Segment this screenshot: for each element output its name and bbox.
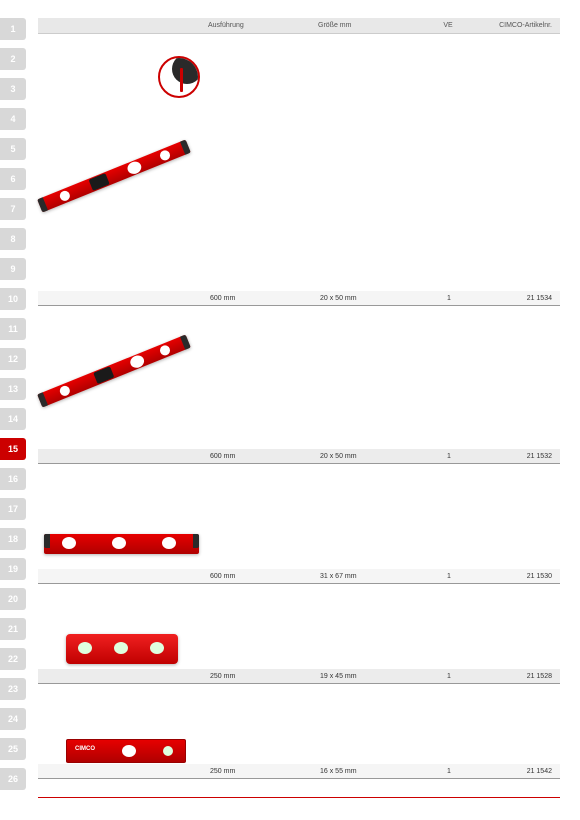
sidebar-tab-9[interactable]: 9	[0, 258, 26, 280]
product-image-4	[66, 634, 178, 664]
sidebar-tab-15[interactable]: 15	[0, 438, 26, 460]
feature-icon	[158, 56, 200, 98]
data-row-4: 250 mm 19 x 45 mm 1 21 1528	[38, 669, 560, 684]
sidebar-tab-18[interactable]: 18	[0, 528, 26, 550]
sidebar-tab-11[interactable]: 11	[0, 318, 26, 340]
sidebar-tab-1[interactable]: 1	[0, 18, 26, 40]
sidebar-tab-20[interactable]: 20	[0, 588, 26, 610]
sidebar-tab-8[interactable]: 8	[0, 228, 26, 250]
cell-gross: 20 x 50 mm	[318, 453, 428, 460]
header-groesse: Größe mm	[318, 22, 428, 29]
cell-art: 21 1530	[468, 573, 560, 580]
sidebar-tab-12[interactable]: 12	[0, 348, 26, 370]
cell-ausf: 600 mm	[208, 453, 318, 460]
sidebar-tab-3[interactable]: 3	[0, 78, 26, 100]
sidebar-tab-21[interactable]: 21	[0, 618, 26, 640]
sidebar-tab-10[interactable]: 10	[0, 288, 26, 310]
sidebar-tab-22[interactable]: 22	[0, 648, 26, 670]
page-content: Ausführung Größe mm VE CIMCO-Artikelnr. …	[38, 0, 580, 779]
cell-art: 21 1534	[468, 295, 560, 302]
table-header: Ausführung Größe mm VE CIMCO-Artikelnr.	[38, 18, 560, 34]
cell-art: 21 1528	[468, 673, 560, 680]
cell-ausf: 250 mm	[208, 768, 318, 775]
cell-ausf: 250 mm	[208, 673, 318, 680]
cell-ve: 1	[428, 453, 468, 460]
sidebar-tabs: 1234567891011121314151617181920212223242…	[0, 18, 26, 798]
product-image-3	[44, 534, 199, 554]
cell-art: 21 1542	[468, 768, 560, 775]
cell-gross: 20 x 50 mm	[318, 295, 428, 302]
cell-ausf: 600 mm	[208, 573, 318, 580]
sidebar-tab-14[interactable]: 14	[0, 408, 26, 430]
data-row-1: 600 mm 20 x 50 mm 1 21 1534	[38, 291, 560, 306]
header-ve: VE	[428, 22, 468, 29]
sidebar-tab-5[interactable]: 5	[0, 138, 26, 160]
cell-gross: 31 x 67 mm	[318, 573, 428, 580]
sidebar-tab-7[interactable]: 7	[0, 198, 26, 220]
product-block-2: 600 mm 20 x 50 mm 1 21 1532	[38, 306, 560, 464]
cell-ve: 1	[428, 295, 468, 302]
header-artikel: CIMCO-Artikelnr.	[468, 22, 560, 29]
sidebar-tab-17[interactable]: 17	[0, 498, 26, 520]
sidebar-tab-23[interactable]: 23	[0, 678, 26, 700]
product-block-4: 250 mm 19 x 45 mm 1 21 1528	[38, 584, 560, 684]
sidebar-tab-16[interactable]: 16	[0, 468, 26, 490]
sidebar-tab-19[interactable]: 19	[0, 558, 26, 580]
sidebar-tab-26[interactable]: 26	[0, 768, 26, 790]
sidebar-tab-6[interactable]: 6	[0, 168, 26, 190]
footer-rule	[38, 797, 560, 798]
cell-art: 21 1532	[468, 453, 560, 460]
cell-ve: 1	[428, 768, 468, 775]
product-block-5: CIMCO 250 mm 16 x 55 mm 1 21 1542	[38, 684, 560, 779]
product-block-3: 600 mm 31 x 67 mm 1 21 1530	[38, 464, 560, 584]
data-row-2: 600 mm 20 x 50 mm 1 21 1532	[38, 449, 560, 464]
sidebar-tab-25[interactable]: 25	[0, 738, 26, 760]
sidebar-tab-13[interactable]: 13	[0, 378, 26, 400]
product-image-5: CIMCO	[66, 739, 186, 763]
product-image-2	[37, 335, 191, 408]
sidebar-tab-2[interactable]: 2	[0, 48, 26, 70]
cell-ve: 1	[428, 673, 468, 680]
header-ausfuehrung: Ausführung	[208, 22, 318, 29]
cell-ve: 1	[428, 573, 468, 580]
data-row-3: 600 mm 31 x 67 mm 1 21 1530	[38, 569, 560, 584]
sidebar-tab-24[interactable]: 24	[0, 708, 26, 730]
product-block-1: 600 mm 20 x 50 mm 1 21 1534	[38, 34, 560, 306]
cell-gross: 19 x 45 mm	[318, 673, 428, 680]
cell-ausf: 600 mm	[208, 295, 318, 302]
product-image-1	[37, 140, 191, 213]
data-row-5: 250 mm 16 x 55 mm 1 21 1542	[38, 764, 560, 779]
sidebar-tab-4[interactable]: 4	[0, 108, 26, 130]
cell-gross: 16 x 55 mm	[318, 768, 428, 775]
